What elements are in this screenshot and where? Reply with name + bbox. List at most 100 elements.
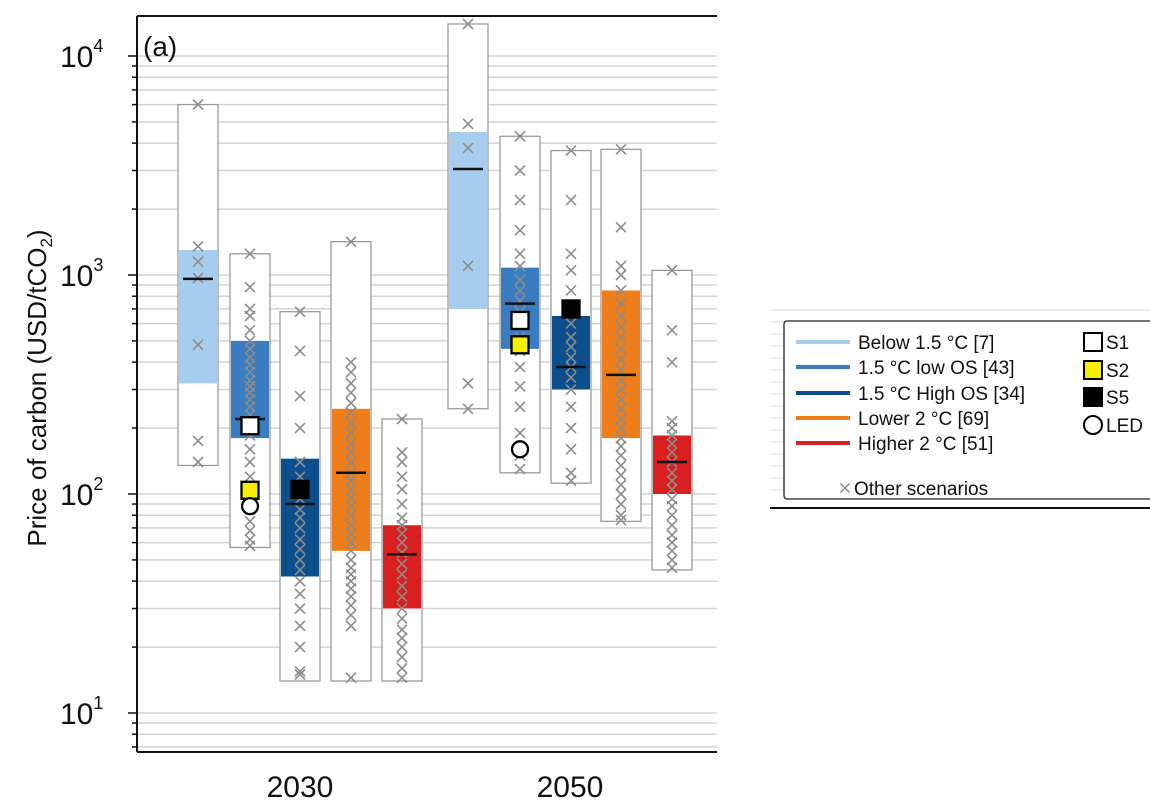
marker-s5 [561,299,581,319]
scenario-cross [345,620,357,632]
scenario-cross [345,562,357,574]
scenario-cross [345,527,357,540]
legend-label: S2 [1106,361,1129,382]
marker-led [510,440,530,459]
scenario-cross [615,488,627,500]
scenario-cross [565,284,577,297]
scenario-cross [396,612,408,625]
legend-box [783,320,1150,500]
scenario-cross [345,672,357,684]
scenario-cross [345,397,357,409]
scenario-cross [244,248,256,260]
legend-label: Lower 2 °C [69] [858,409,989,430]
legend-label: 1.5 °C low OS [43] [858,358,1015,379]
scenario-cross [666,446,678,458]
scenario-cross [294,512,306,524]
scenario-cross [345,492,357,504]
scenario-cross [396,641,408,653]
scenario-cross [462,118,474,130]
scenario-cross [192,256,204,268]
iqr-box [653,435,691,494]
scenario-cross [345,377,357,389]
scenario-cross [666,509,678,521]
scenario-cross [294,390,306,402]
scenario-cross [514,194,526,206]
y-tick-label: 101 [60,693,103,731]
scenario-cross [514,401,526,413]
marker-s2 [240,480,260,500]
scenario-cross [345,545,357,557]
iqr-box [602,290,640,439]
iqr-box [179,250,217,384]
scenario-cross [294,503,306,516]
box-8 [600,143,642,526]
scenario-cross [294,575,306,587]
scenario-cross [345,437,357,450]
scenario-cross [396,662,408,674]
scenario-cross [244,515,256,527]
scenario-cross [615,343,627,355]
scenario-cross [345,554,357,566]
scenario-cross [615,393,627,406]
scenario-cross [666,519,678,531]
box-5 [447,18,489,415]
legend-label: Higher 2 °C [51] [858,434,993,455]
scenario-cross [666,264,678,276]
y-tick-label: 102 [60,474,103,512]
scenario-cross [294,533,306,546]
scenario-cross [345,483,357,495]
scenario-cross [565,351,577,364]
scenario-cross [666,483,678,495]
scenario-cross [666,467,678,479]
scenario-cross [666,545,678,557]
scenario-cross [565,194,577,206]
scenario-cross [615,432,627,444]
scenario-cross [565,318,577,330]
scenario-cross [514,274,526,286]
scenario-cross [615,440,627,452]
legend: Below 1.5 °C [7] 1.5 °C low OS [43] 1.5 °C… [770,309,1150,509]
box-0 [177,99,219,468]
scenario-cross [666,415,678,427]
scenario-cross [396,580,408,592]
scenario-cross [565,144,577,157]
scenario-cross [514,164,526,177]
scenario-cross [396,498,408,510]
scenario-cross [396,558,408,570]
scenario-cross [565,383,577,396]
scenario-cross [565,372,577,384]
scenario-cross [396,591,408,603]
scenario-cross [666,529,678,541]
scenario-cross [396,471,408,483]
scenario-cross [244,303,256,315]
scenario-cross [396,512,408,524]
legend-marker [1083,332,1103,352]
iqr-box [383,525,421,609]
scenario-cross [565,341,577,353]
scenario-cross [565,443,577,455]
scenario-cross [396,527,408,540]
scenario-cross [192,339,204,351]
scenario-cross [615,498,627,510]
scenario-cross [396,602,408,615]
scenario-cross [514,361,526,373]
marker-s1 [240,416,260,436]
scenario-cross [615,298,627,310]
scenario-cross [345,417,357,429]
scenario-cross [294,345,306,357]
scenario-cross [514,130,526,142]
y-tick-label: 104 [60,36,103,74]
scenario-cross [615,449,627,462]
scenario-cross [244,456,256,468]
scenario-cross [615,413,627,425]
scenario-cross [514,380,526,392]
scenario-cross [396,483,408,495]
scenario-cross [615,221,627,233]
scenario-cross [244,281,256,293]
scenario-cross [396,651,408,663]
y-tick-labels: 101 102 103 104 [60,36,103,731]
legend-marker [1083,387,1103,407]
scenario-cross [345,591,357,603]
scenario-cross [666,356,678,368]
scenario-cross [514,427,526,439]
